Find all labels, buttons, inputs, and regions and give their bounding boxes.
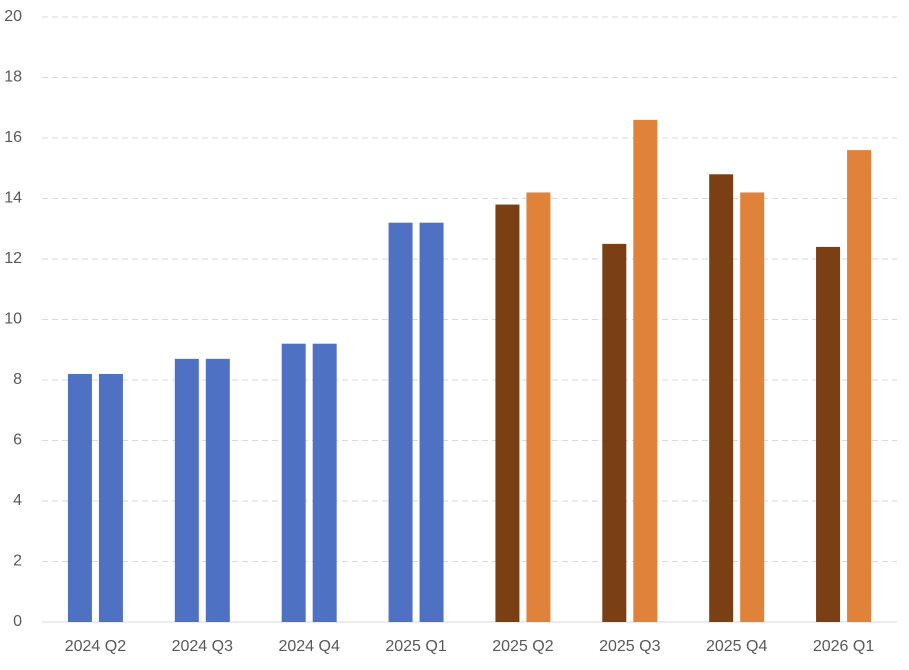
x-tick-label: 2024 Q2 — [65, 638, 126, 655]
bar — [847, 150, 872, 622]
y-tick-label: 12 — [4, 250, 22, 267]
bar — [281, 343, 306, 622]
x-tick-label: 2025 Q3 — [599, 638, 660, 655]
y-tick-label: 4 — [13, 492, 22, 509]
x-tick-label: 2024 Q4 — [278, 638, 339, 655]
bar — [98, 373, 123, 622]
x-tick-label: 2025 Q2 — [492, 638, 553, 655]
y-tick-label: 6 — [13, 432, 22, 449]
bar — [174, 358, 199, 622]
y-tick-label: 14 — [4, 190, 22, 207]
bar — [312, 343, 337, 622]
bar — [205, 358, 230, 622]
bar — [709, 174, 734, 623]
bar — [388, 222, 413, 622]
y-tick-label: 2 — [13, 553, 22, 570]
bar — [67, 373, 92, 622]
bar — [495, 204, 520, 623]
x-tick-label: 2025 Q1 — [385, 638, 446, 655]
y-tick-label: 10 — [4, 311, 22, 328]
y-tick-label: 8 — [13, 371, 22, 388]
x-tick-label: 2025 Q4 — [706, 638, 767, 655]
bar — [602, 243, 627, 622]
bar — [633, 119, 658, 622]
y-tick-label: 16 — [4, 129, 22, 146]
y-tick-label: 18 — [4, 69, 22, 86]
bar — [419, 222, 444, 622]
bar — [816, 246, 841, 622]
bar — [526, 192, 551, 622]
y-tick-label: 20 — [4, 8, 22, 25]
x-tick-label: 2024 Q3 — [172, 638, 233, 655]
y-tick-label: 0 — [13, 613, 22, 630]
bar — [740, 192, 765, 622]
x-tick-label: 2026 Q1 — [813, 638, 874, 655]
